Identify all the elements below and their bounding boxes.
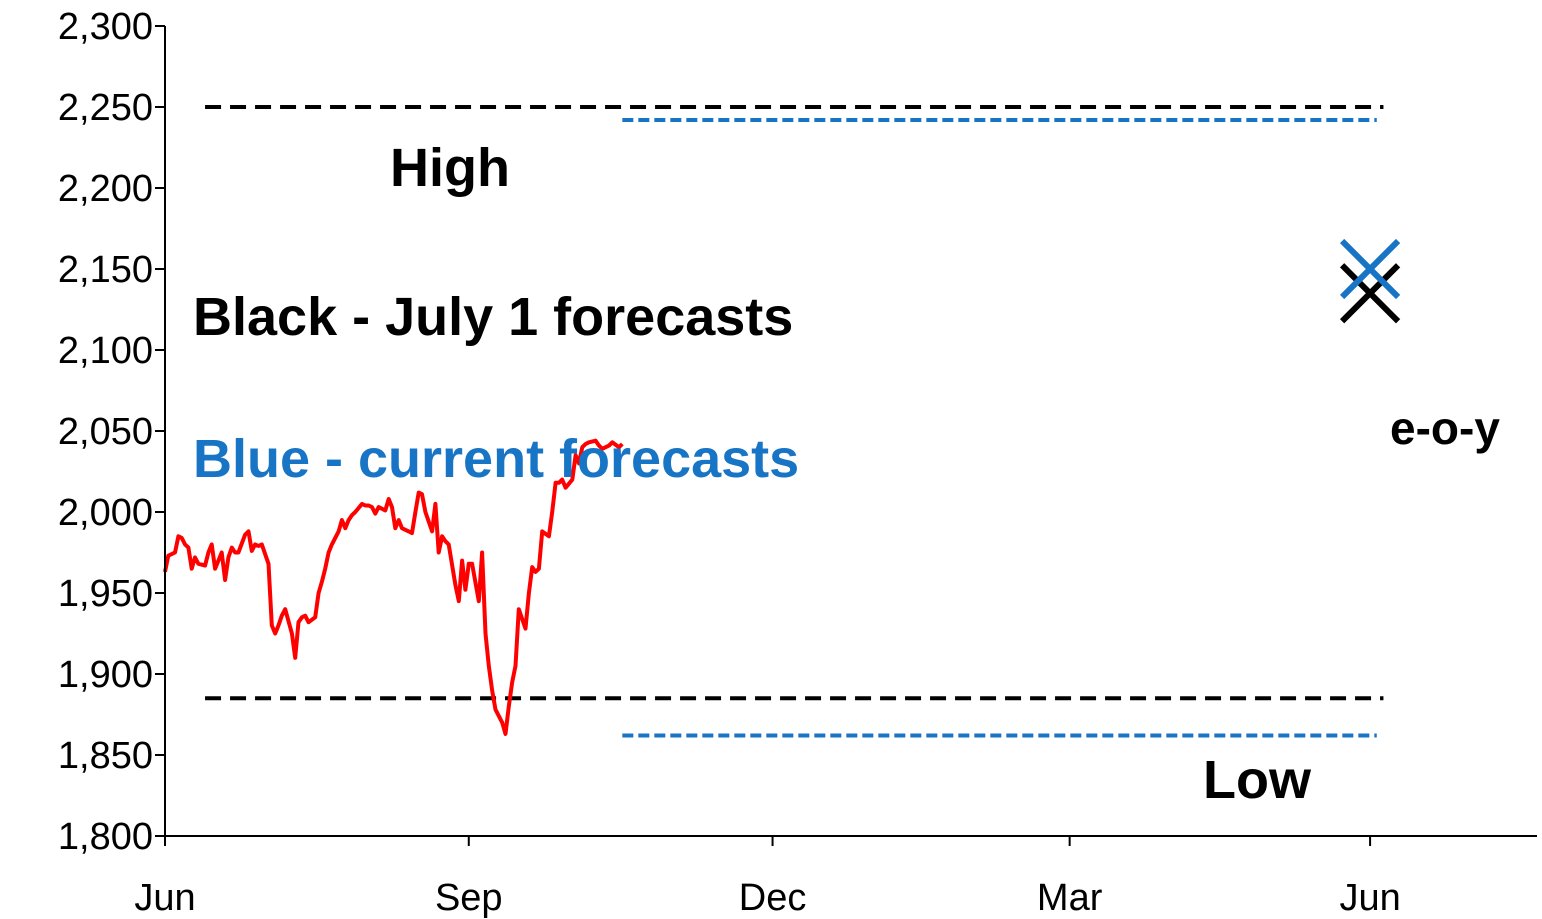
y-tick-label: 2,050 [58, 411, 153, 453]
y-tick-label: 2,100 [58, 330, 153, 372]
y-tick-label: 1,900 [58, 654, 153, 696]
high-label: High [390, 138, 510, 198]
y-tick-label: 1,950 [58, 573, 153, 615]
price-series [163, 438, 624, 736]
july-eoy-marker [1339, 263, 1401, 324]
current-eoy-marker [1339, 238, 1401, 300]
y-tick-label: 2,150 [58, 249, 153, 291]
x-tick-label: Jun [134, 877, 195, 919]
eoy-markers [1339, 238, 1401, 324]
eoy-label: e-o-y [1390, 402, 1500, 454]
legend-current: Blue - current forecasts [193, 429, 799, 489]
y-tick-label: 2,200 [58, 168, 153, 210]
y-tick-label: 2,000 [58, 492, 153, 534]
low-label: Low [1203, 750, 1312, 810]
x-tick-label: Mar [1037, 877, 1103, 919]
forecast-range-lines [205, 105, 1384, 738]
y-tick-label: 1,800 [58, 816, 153, 858]
legend-july: Black - July 1 forecasts [193, 287, 793, 347]
x-tick-label: Dec [739, 877, 807, 919]
x-axis-ticks: Jun Sep Dec Mar Jun [134, 836, 1401, 919]
y-tick-label: 1,850 [58, 735, 153, 777]
y-axis-ticks: 1,800 1,850 1,900 1,950 2,000 2,050 2,100 2,150… [58, 6, 165, 858]
price-line [163, 438, 624, 736]
x-tick-label: Jun [1339, 877, 1400, 919]
y-tick-label: 2,250 [58, 87, 153, 129]
july-eoy-marker-stroke-b [1339, 263, 1401, 324]
y-tick-label: 2,300 [58, 6, 153, 48]
current-eoy-marker-stroke-b [1339, 238, 1401, 300]
x-tick-label: Sep [435, 877, 503, 919]
